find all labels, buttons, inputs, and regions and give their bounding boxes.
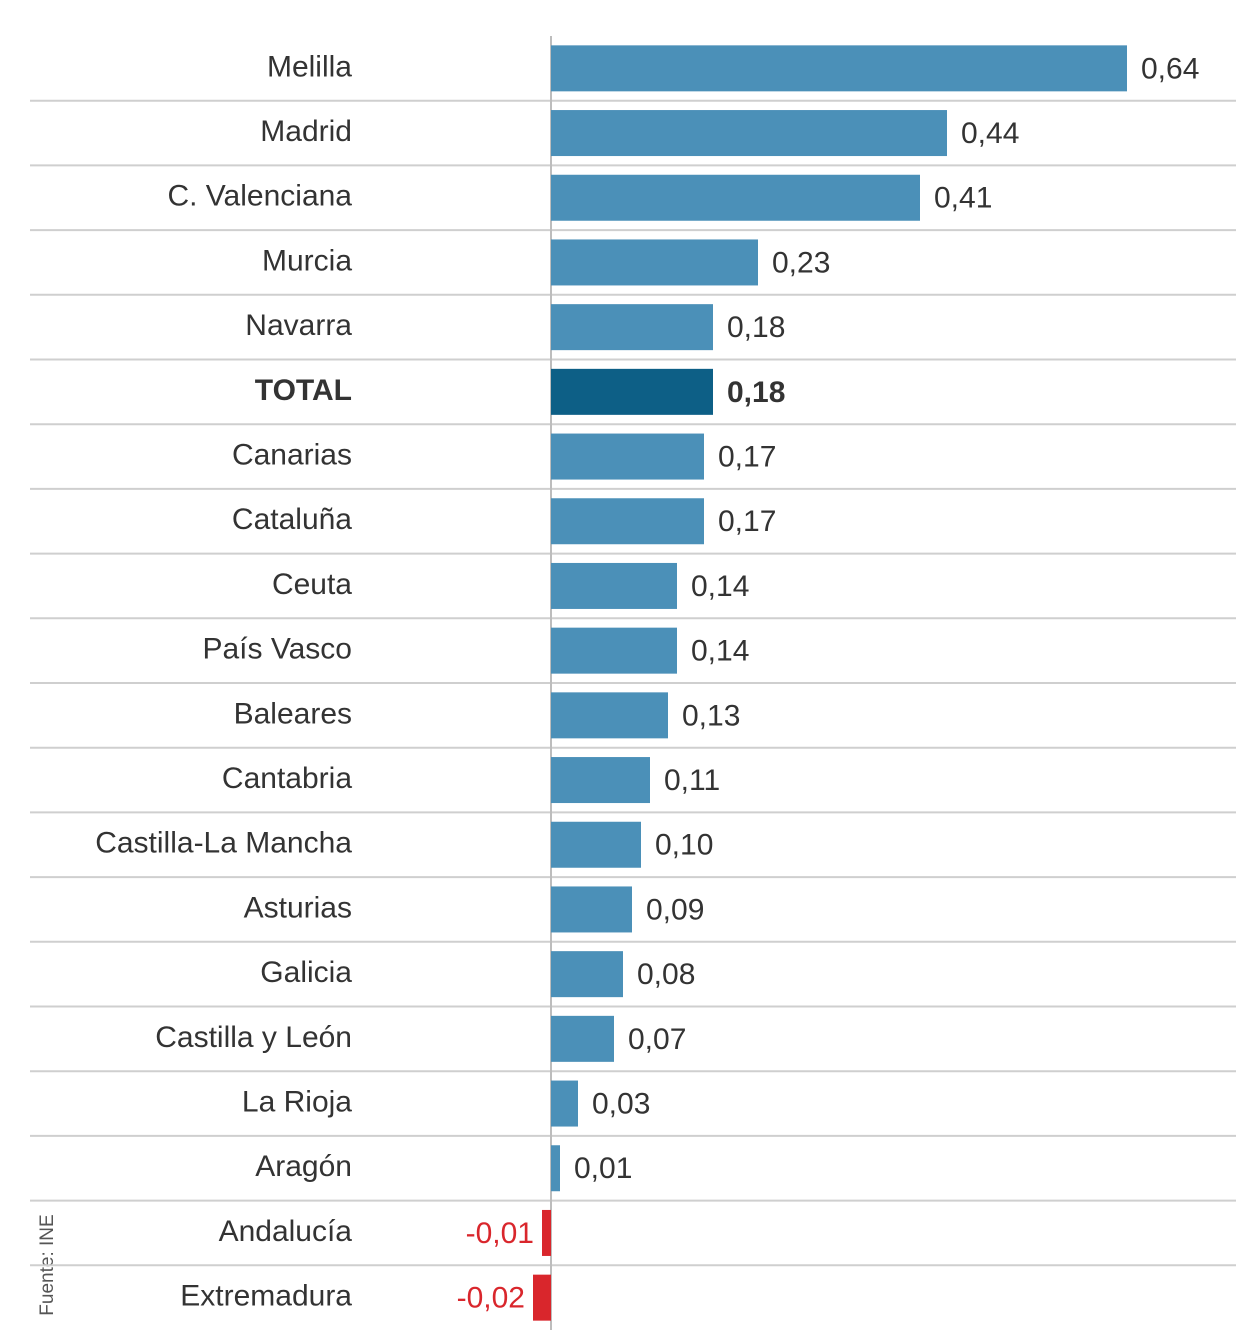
category-label: La Rioja xyxy=(242,1085,352,1118)
value-label: 0,09 xyxy=(646,893,704,926)
category-label: Extremadura xyxy=(180,1280,352,1313)
bar xyxy=(551,692,668,739)
value-label: 0,18 xyxy=(727,311,785,344)
value-label: 0,18 xyxy=(727,376,785,409)
bar xyxy=(551,368,713,415)
category-label: Melilla xyxy=(267,50,352,83)
value-label: 0,17 xyxy=(718,440,776,473)
category-label: Andalucía xyxy=(219,1215,353,1248)
value-label: 0,23 xyxy=(772,246,830,279)
value-label: 0,08 xyxy=(637,958,695,991)
bar xyxy=(542,1209,551,1256)
value-label: 0,07 xyxy=(628,1023,686,1056)
bar xyxy=(551,239,758,286)
bar xyxy=(551,757,650,804)
category-label: Madrid xyxy=(260,115,352,148)
bar xyxy=(551,45,1127,92)
bar xyxy=(533,1274,551,1321)
category-label: C. Valenciana xyxy=(167,180,352,213)
bar xyxy=(551,562,677,609)
category-label: Ceuta xyxy=(272,568,352,601)
value-label: 0,17 xyxy=(718,505,776,538)
category-label: Castilla y León xyxy=(155,1021,352,1054)
bar xyxy=(551,304,713,351)
value-label: 0,41 xyxy=(934,182,992,215)
bar xyxy=(551,951,623,998)
category-label: Navarra xyxy=(245,309,352,342)
category-label: Castilla-La Mancha xyxy=(95,827,352,860)
bar xyxy=(551,886,632,933)
category-label: Murcia xyxy=(262,244,352,277)
bar xyxy=(551,498,704,545)
category-label: Baleares xyxy=(234,697,352,730)
value-label: 0,11 xyxy=(664,764,720,797)
value-label: 0,14 xyxy=(691,635,749,668)
bar xyxy=(551,1145,560,1192)
category-label: Canarias xyxy=(232,438,352,471)
value-label: 0,01 xyxy=(574,1152,632,1185)
bar xyxy=(551,433,704,480)
value-label: 0,64 xyxy=(1141,52,1199,85)
category-label: TOTAL xyxy=(255,374,352,407)
value-label: 0,03 xyxy=(592,1087,650,1120)
bar xyxy=(551,627,677,674)
value-label: -0,02 xyxy=(457,1282,525,1315)
category-label: Asturias xyxy=(244,891,352,924)
bar xyxy=(551,1015,614,1062)
category-label: País Vasco xyxy=(202,633,352,666)
category-label: Galicia xyxy=(260,956,352,989)
bar xyxy=(551,1080,578,1127)
value-label: 0,44 xyxy=(961,117,1019,150)
bar xyxy=(551,821,641,868)
category-label: Aragón xyxy=(255,1150,352,1183)
value-label: -0,01 xyxy=(466,1217,534,1250)
bar xyxy=(551,110,947,157)
bar xyxy=(551,174,920,221)
category-label: Cataluña xyxy=(232,503,352,536)
value-label: 0,14 xyxy=(691,570,749,603)
category-label: Cantabria xyxy=(222,762,352,795)
value-label: 0,10 xyxy=(655,829,713,862)
value-label: 0,13 xyxy=(682,699,740,732)
